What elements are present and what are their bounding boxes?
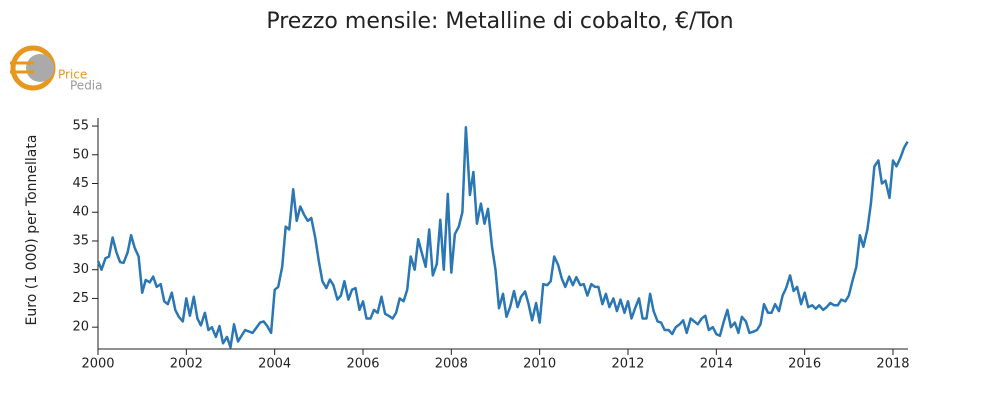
x-tick-label: 2008 bbox=[435, 357, 468, 372]
x-tick-label: 2010 bbox=[523, 357, 556, 372]
y-tick-label: 20 bbox=[72, 320, 89, 335]
y-tick-label: 50 bbox=[72, 147, 89, 162]
x-tick-label: 2002 bbox=[170, 357, 203, 372]
logo-text: Price bbox=[58, 68, 87, 82]
y-tick-label: 25 bbox=[72, 291, 89, 306]
x-tick-label: 2016 bbox=[788, 357, 821, 372]
y-tick-label: 35 bbox=[72, 233, 89, 248]
logo: Price Pedia bbox=[10, 45, 103, 93]
x-tick-label: 2018 bbox=[876, 357, 909, 372]
data-line bbox=[96, 125, 909, 349]
y-tick-label: 30 bbox=[72, 262, 89, 277]
y-axis-label: Euro (1 000) per Tonnellata bbox=[24, 135, 40, 326]
logo-globe bbox=[26, 54, 54, 82]
y-tick-label: 40 bbox=[72, 205, 89, 220]
y-tick-label: 55 bbox=[72, 119, 89, 134]
logo-text: Pedia bbox=[70, 79, 103, 93]
y-tick-label: 45 bbox=[72, 176, 89, 191]
x-tick-label: 2000 bbox=[81, 357, 114, 372]
x-tick-label: 2004 bbox=[258, 357, 291, 372]
chart-title: Prezzo mensile: Metalline di cobalto, €/… bbox=[266, 9, 733, 34]
x-tick-label: 2006 bbox=[346, 357, 379, 372]
x-tick-label: 2012 bbox=[611, 357, 644, 372]
x-tick-label: 2014 bbox=[700, 357, 733, 372]
